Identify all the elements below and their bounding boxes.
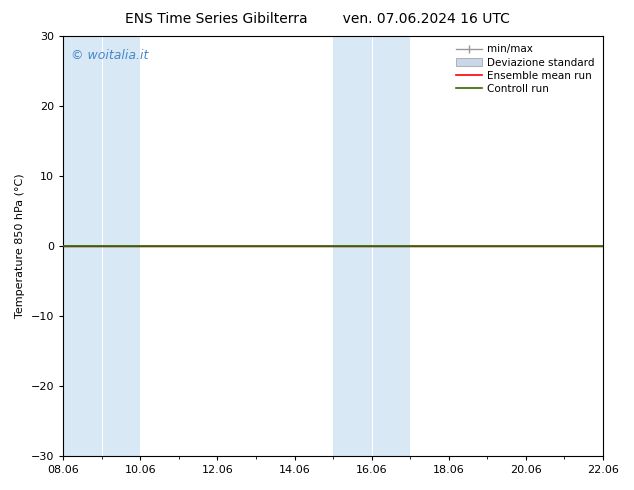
Text: ENS Time Series Gibilterra        ven. 07.06.2024 16 UTC: ENS Time Series Gibilterra ven. 07.06.20…: [124, 12, 510, 26]
Legend: min/max, Deviazione standard, Ensemble mean run, Controll run: min/max, Deviazione standard, Ensemble m…: [453, 41, 598, 97]
Y-axis label: Temperature 850 hPa (°C): Temperature 850 hPa (°C): [15, 174, 25, 318]
Bar: [63, 36, 140, 456]
Bar: [333, 36, 410, 456]
Text: © woitalia.it: © woitalia.it: [71, 49, 148, 62]
